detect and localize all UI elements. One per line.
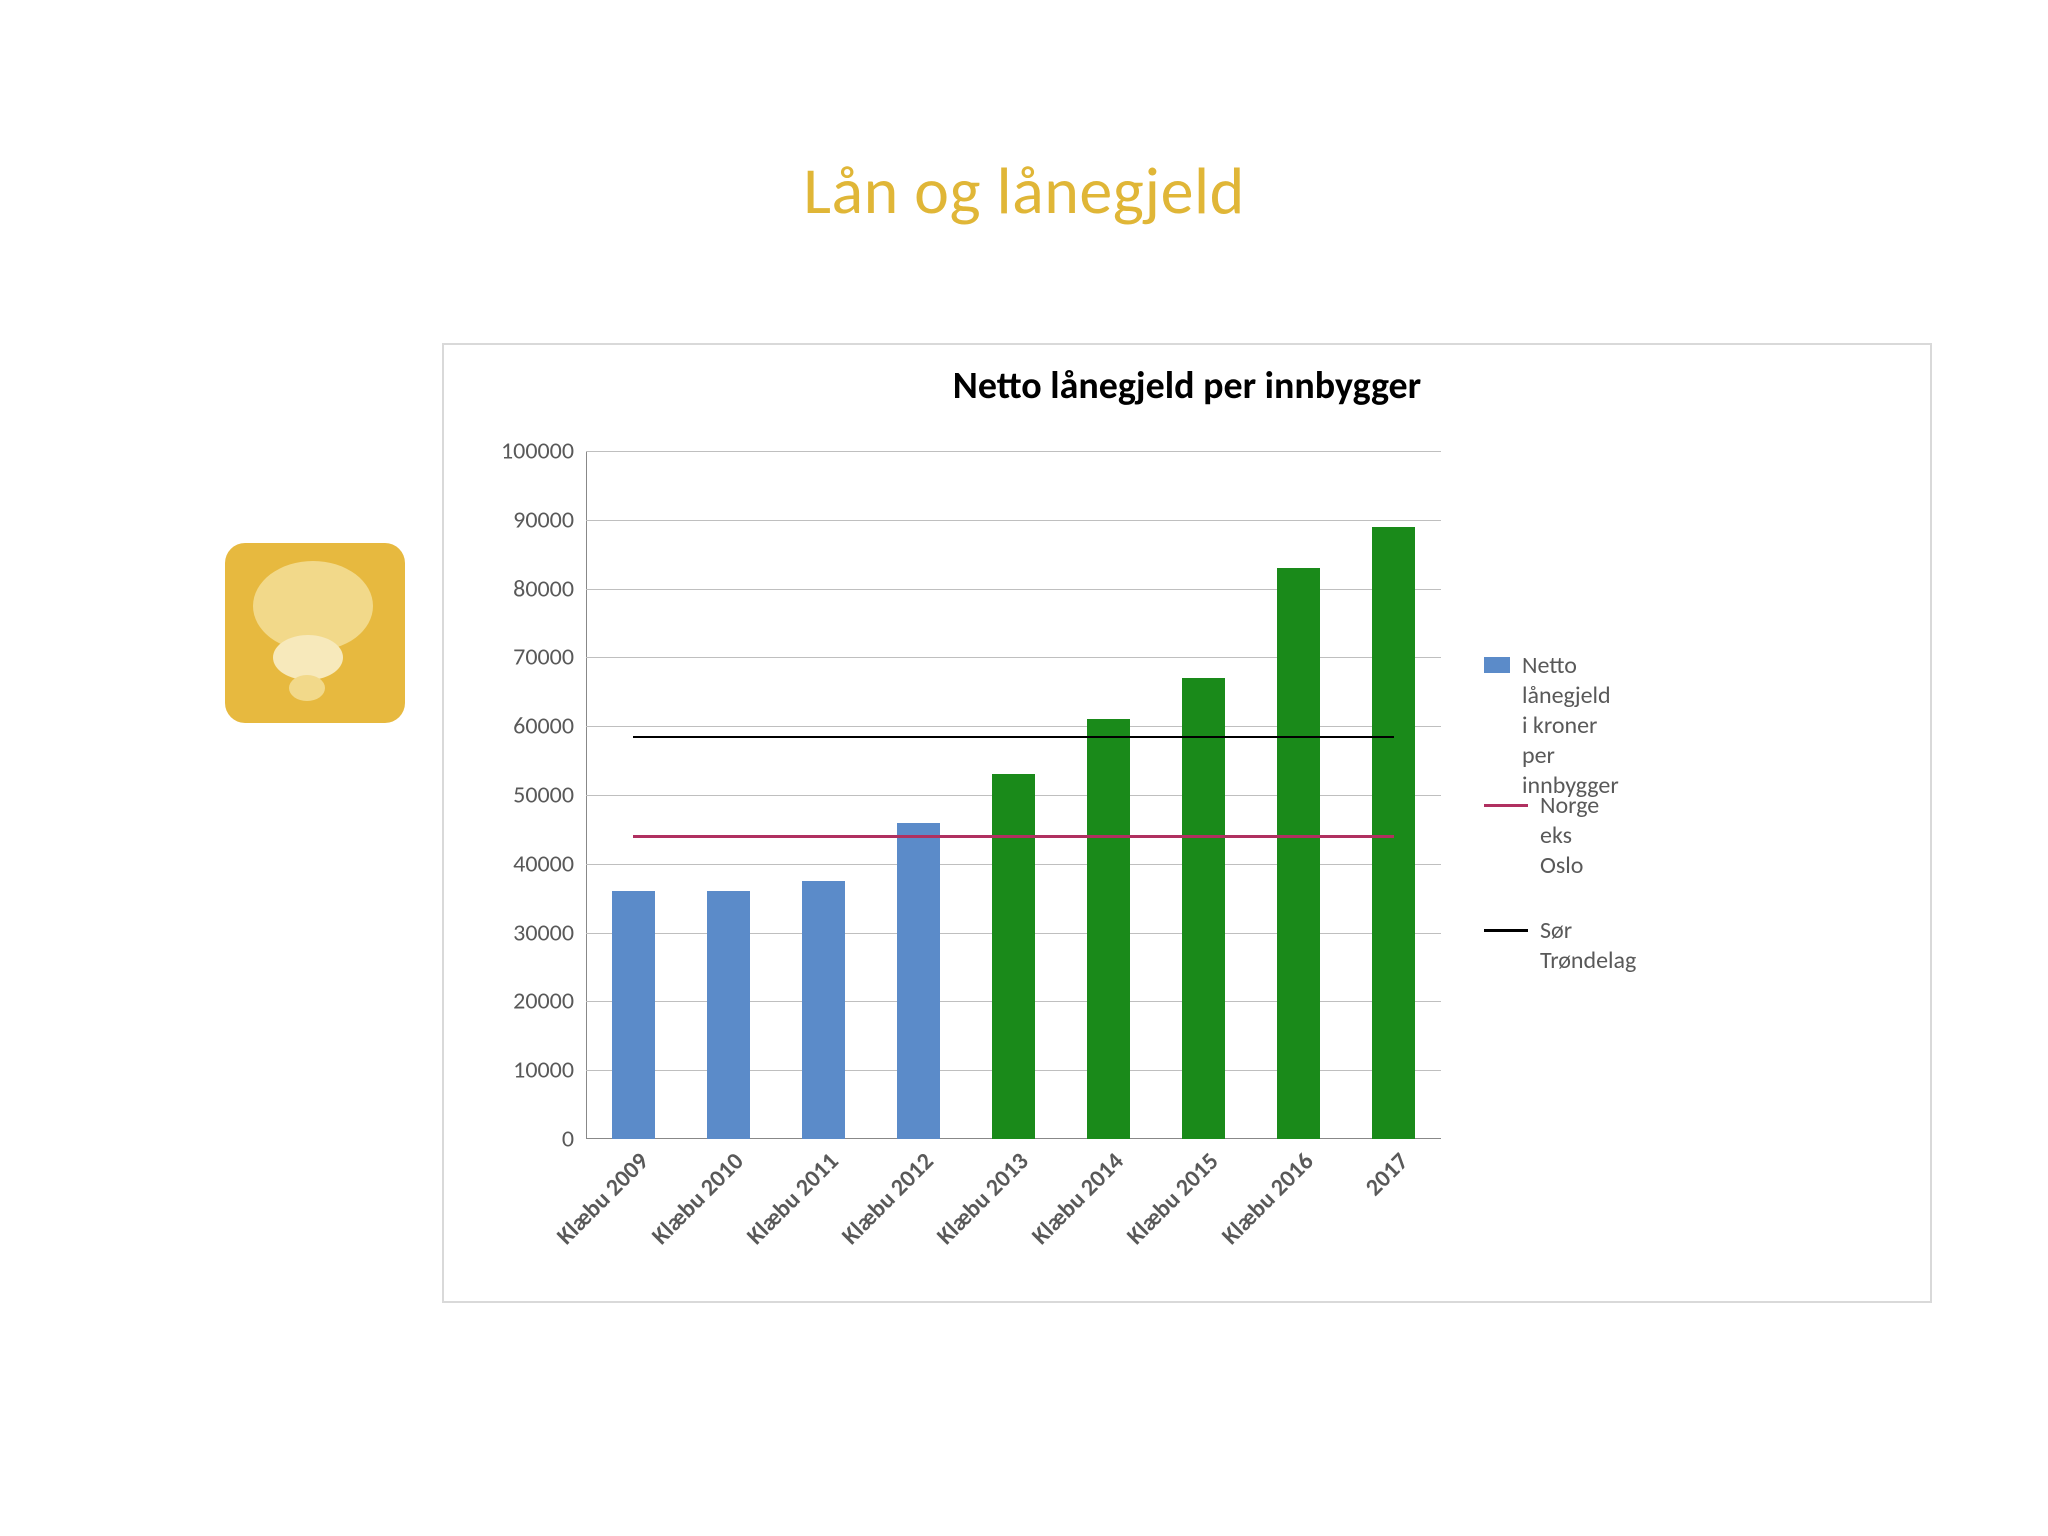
gridline bbox=[586, 520, 1441, 521]
bar bbox=[1182, 678, 1226, 1139]
bubble-medium bbox=[273, 635, 343, 680]
xtick-label: Klæbu 2013 bbox=[930, 1147, 1034, 1251]
ytick-label: 0 bbox=[562, 1125, 586, 1154]
bar bbox=[1372, 527, 1416, 1139]
legend-entry: Sør Trøndelag bbox=[1484, 916, 1636, 976]
xtick-label: Klæbu 2009 bbox=[550, 1147, 654, 1251]
ytick-label: 10000 bbox=[513, 1056, 586, 1085]
ytick-label: 70000 bbox=[513, 643, 586, 672]
legend-label: Norge eks Oslo bbox=[1540, 791, 1599, 881]
plot-area: 0100002000030000400005000060000700008000… bbox=[586, 451, 1441, 1139]
ytick-label: 30000 bbox=[513, 918, 586, 947]
bar bbox=[897, 823, 941, 1139]
bar bbox=[802, 881, 846, 1139]
ytick-label: 90000 bbox=[513, 505, 586, 534]
legend-entry: Netto lånegjeld i kroner per innbygger bbox=[1484, 651, 1619, 801]
ytick-label: 40000 bbox=[513, 849, 586, 878]
xtick-label: Klæbu 2012 bbox=[835, 1147, 939, 1251]
bar bbox=[707, 891, 751, 1139]
xtick-label: Klæbu 2010 bbox=[645, 1147, 749, 1251]
bar bbox=[612, 891, 656, 1139]
legend-swatch-bar bbox=[1484, 657, 1510, 673]
bar bbox=[1087, 719, 1131, 1139]
bubble-small bbox=[289, 675, 325, 701]
slide: Lån og lånegjeld Netto lånegjeld per inn… bbox=[0, 0, 2048, 1536]
xtick-label: Klæbu 2014 bbox=[1025, 1147, 1129, 1251]
reference-line bbox=[633, 736, 1394, 739]
legend-label: Netto lånegjeld i kroner per innbygger bbox=[1522, 651, 1619, 801]
bar bbox=[992, 774, 1036, 1139]
ytick-label: 80000 bbox=[513, 574, 586, 603]
xtick-label: Klæbu 2015 bbox=[1120, 1147, 1224, 1251]
legend-swatch-line bbox=[1484, 804, 1528, 807]
xtick-label: Klæbu 2016 bbox=[1215, 1147, 1319, 1251]
chart-container: Netto lånegjeld per innbygger 0100002000… bbox=[442, 343, 1932, 1303]
thought-bubble-icon bbox=[225, 543, 405, 723]
legend-entry: Norge eks Oslo bbox=[1484, 791, 1599, 881]
reference-line bbox=[633, 835, 1394, 838]
ytick-label: 20000 bbox=[513, 987, 586, 1016]
legend-swatch-line bbox=[1484, 929, 1528, 932]
xtick-label: Klæbu 2011 bbox=[740, 1147, 844, 1251]
chart-title: Netto lånegjeld per innbygger bbox=[444, 363, 1930, 409]
gridline bbox=[586, 451, 1441, 452]
ytick-label: 60000 bbox=[513, 712, 586, 741]
ytick-label: 50000 bbox=[513, 781, 586, 810]
xtick-label: 2017 bbox=[1359, 1147, 1414, 1202]
ytick-label: 100000 bbox=[501, 437, 586, 466]
page-title: Lån og lånegjeld bbox=[0, 150, 2048, 231]
bar bbox=[1277, 568, 1321, 1139]
legend-label: Sør Trøndelag bbox=[1540, 916, 1636, 976]
